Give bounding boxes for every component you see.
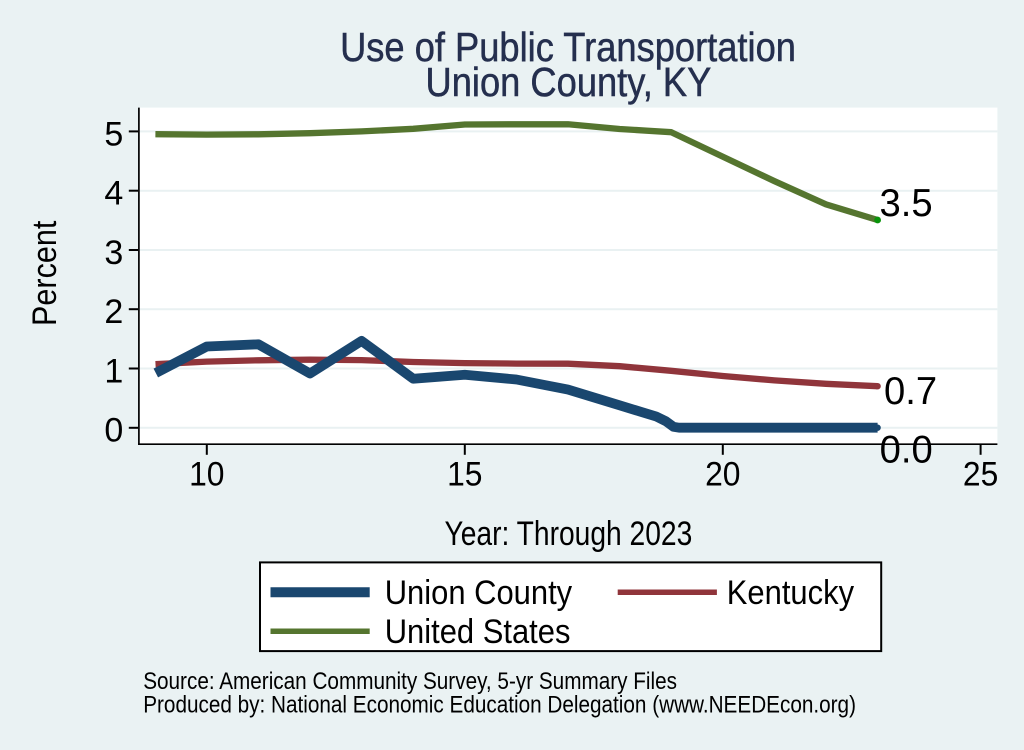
svg-text:20: 20 (705, 454, 740, 492)
svg-text:0.0: 0.0 (880, 428, 933, 471)
svg-text:0.7: 0.7 (884, 370, 937, 413)
svg-text:25: 25 (963, 454, 998, 492)
svg-text:Percent: Percent (26, 221, 64, 326)
svg-text:Use of Public Transportation: Use of Public Transportation (340, 25, 796, 70)
svg-text:Union County: Union County (385, 574, 573, 612)
svg-text:Source: American Community Sur: Source: American Community Survey, 5-yr … (143, 668, 677, 695)
svg-text:10: 10 (189, 454, 224, 492)
svg-text:4: 4 (104, 175, 123, 213)
svg-text:3.5: 3.5 (880, 182, 933, 225)
svg-text:2: 2 (104, 293, 123, 331)
svg-text:3: 3 (104, 234, 123, 272)
svg-text:Produced by: National Economic: Produced by: National Economic Education… (143, 691, 856, 718)
svg-text:Kentucky: Kentucky (727, 574, 855, 612)
svg-text:15: 15 (447, 454, 482, 492)
svg-text:1: 1 (104, 352, 123, 390)
svg-text:United States: United States (385, 613, 571, 651)
svg-text:0: 0 (104, 412, 123, 450)
svg-text:Union County, KY: Union County, KY (426, 60, 712, 105)
svg-text:Year: Through 2023: Year: Through 2023 (444, 514, 692, 552)
svg-text:5: 5 (104, 115, 123, 153)
